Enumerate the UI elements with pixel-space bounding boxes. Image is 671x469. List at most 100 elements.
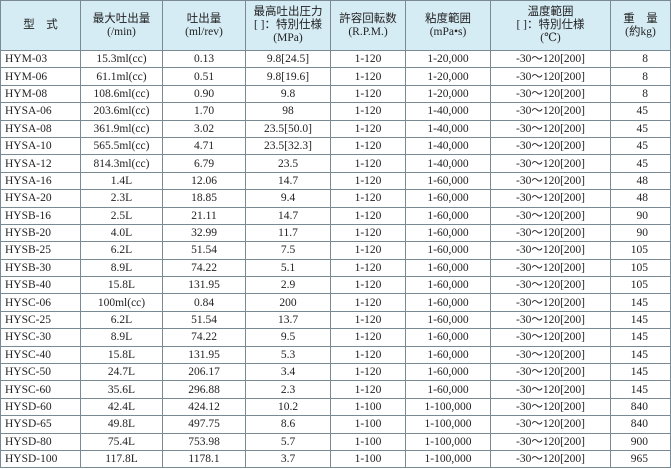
table-cell: 1-100 [330, 397, 406, 417]
table-cell: 1-60,000 [405, 189, 491, 208]
table-cell: 1-60,000 [405, 380, 491, 399]
table-cell: 2.3 [245, 380, 331, 399]
header-text: 最高吐出圧力 [253, 6, 323, 18]
table-cell: 1-100,000 [405, 449, 491, 469]
table-row: HYM-08 108.6ml(cc) 0.90 9.8 1-120 1-20,000 -30… [0, 84, 671, 104]
table-row: HYSC-06 100ml(cc) 0.84 200 1-120 1-60,000 -30～… [0, 293, 671, 312]
table-cell: -30～120[200] [490, 432, 611, 451]
table-cell: 14.7 [245, 206, 331, 225]
table-cell: HYSA-10 [0, 136, 81, 156]
table-cell: 1-100,000 [405, 432, 491, 451]
table-cell: 15.3ml(cc) [80, 49, 163, 69]
table-cell: 1-120 [330, 276, 406, 295]
table-cell: 1-120 [330, 189, 406, 208]
table-cell: 1.70 [162, 102, 246, 121]
table-cell: -30～120[200] [490, 276, 611, 295]
table-cell: HYSD-65 [0, 415, 81, 434]
table-cell: 8 [610, 49, 671, 69]
header-cell: 最高吐出圧力[ ]：特別仕様 (MPa) [245, 0, 331, 51]
table-cell: 90 [610, 223, 671, 243]
table-row: HYSC-30 8.9L 74.22 9.5 1-120 1-60,000 -30～120[… [0, 328, 671, 347]
table-row: HYSA-06 203.6ml(cc) 1.70 98 1-120 1-40,000 -30… [0, 102, 671, 121]
table-cell: HYSB-30 [0, 258, 81, 278]
table-cell: -30～120[200] [490, 293, 611, 312]
header-cell: 吐出量 (ml/rev) [162, 0, 246, 51]
table-cell: 1-120 [330, 363, 406, 382]
table-cell: -30～120[200] [490, 119, 611, 138]
table-row: HYSA-08 361.9ml(cc) 3.02 23.5[50.0] 1-120 1-4… [0, 119, 671, 138]
table-cell: 5.3 [245, 345, 331, 365]
table-cell: 965 [610, 449, 671, 469]
table-cell: 1-60,000 [405, 276, 491, 295]
table-cell: 131.95 [162, 345, 246, 365]
table-cell: HYSC-60 [0, 380, 81, 399]
table-cell: 0.90 [162, 84, 246, 104]
table-cell: HYM-06 [0, 67, 81, 86]
table-cell: 1-20,000 [405, 84, 491, 104]
table-cell: 6.2L [80, 310, 163, 330]
table-cell: 105 [610, 241, 671, 260]
header-text: 粘度範囲 [425, 12, 471, 25]
table-cell: -30～120[200] [490, 380, 611, 399]
table-cell: 1-60,000 [405, 293, 491, 312]
table-cell: -30～120[200] [490, 67, 611, 86]
table-cell: 840 [610, 397, 671, 417]
table-cell: 1-120 [330, 154, 406, 173]
table-cell: 1-120 [330, 223, 406, 243]
table-cell: HYSC-40 [0, 345, 81, 365]
table-cell: 6.2L [80, 241, 163, 260]
table-cell: 0.84 [162, 293, 246, 312]
table-cell: HYSD-60 [0, 397, 81, 417]
table-cell: 206.17 [162, 363, 246, 382]
table-cell: -30～120[200] [490, 397, 611, 417]
header-row: 型 式最大吐出量 (/min) 吐出量 (ml/rev) 最高吐出圧力[ ]：特別仕様(… [0, 0, 671, 51]
table-cell: -30～120[200] [490, 449, 611, 469]
table-cell: HYSD-80 [0, 432, 81, 451]
table-cell: HYSC-30 [0, 328, 81, 347]
table-cell: HYSC-50 [0, 363, 81, 382]
table-cell: 3.7 [245, 449, 331, 469]
table-row: HYSC-60 35.6L 296.88 2.3 1-120 1-60,000 -30～12… [0, 380, 671, 399]
table-cell: -30～120[200] [490, 363, 611, 382]
table-cell: 753.98 [162, 432, 246, 451]
table-cell: 100ml(cc) [80, 293, 163, 312]
table-row: HYSA-10 565.5ml(cc) 4.71 23.5[32.3] 1-120 1-4… [0, 136, 671, 156]
table-cell: 117.8L [80, 449, 163, 469]
table-cell: 7.5 [245, 241, 331, 260]
table-cell: -30～120[200] [490, 171, 611, 191]
table-row: HYSA-16 1.4L 12.06 14.7 1-120 1-60,000 -30～120… [0, 171, 671, 191]
table-cell: 48 [610, 189, 671, 208]
table-cell: 1-40,000 [405, 136, 491, 156]
header-cell: 型 式 [0, 0, 81, 51]
table-cell: HYM-03 [0, 49, 81, 69]
table-cell: 1-60,000 [405, 328, 491, 347]
table-cell: 1-120 [330, 119, 406, 138]
header-text: (/min) [107, 25, 136, 38]
table-cell: 1-20,000 [405, 67, 491, 86]
table-cell: 48 [610, 171, 671, 191]
table-cell: 8 [610, 84, 671, 104]
table-cell: 1-120 [330, 380, 406, 399]
table-row: HYSB-40 15.8L 131.95 2.9 1-120 1-60,000 -30～12… [0, 276, 671, 295]
table-row: HYSB-20 4.0L 32.99 11.7 1-120 1-60,000 -30～120… [0, 223, 671, 243]
table-cell: -30～120[200] [490, 415, 611, 434]
header-cell: 許容回転数 (R.P.M.) [330, 0, 406, 51]
table-cell: 1-100,000 [405, 397, 491, 417]
table-cell: 1-60,000 [405, 171, 491, 191]
table-cell: 2.3L [80, 189, 163, 208]
header-text: 最大吐出量 [92, 12, 151, 25]
table-row: HYSC-25 6.2L 51.54 13.7 1-120 1-60,000 -30～120… [0, 310, 671, 330]
table-cell: 131.95 [162, 276, 246, 295]
table-cell: -30～120[200] [490, 206, 611, 225]
table-cell: 296.88 [162, 380, 246, 399]
table-cell: 1-60,000 [405, 223, 491, 243]
table-cell: HYSB-25 [0, 241, 81, 260]
header-text: (約kg) [625, 25, 656, 38]
table-cell: -30～120[200] [490, 154, 611, 173]
table-cell: 145 [610, 380, 671, 399]
table-cell: 1-120 [330, 293, 406, 312]
table-cell: 145 [610, 293, 671, 312]
table-cell: HYSC-25 [0, 310, 81, 330]
table-cell: 1-100 [330, 449, 406, 469]
